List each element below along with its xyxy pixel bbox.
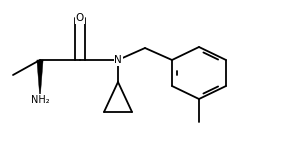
Polygon shape — [37, 60, 43, 100]
Text: O: O — [76, 13, 84, 23]
Text: N: N — [114, 55, 122, 65]
Text: NH₂: NH₂ — [31, 95, 49, 105]
